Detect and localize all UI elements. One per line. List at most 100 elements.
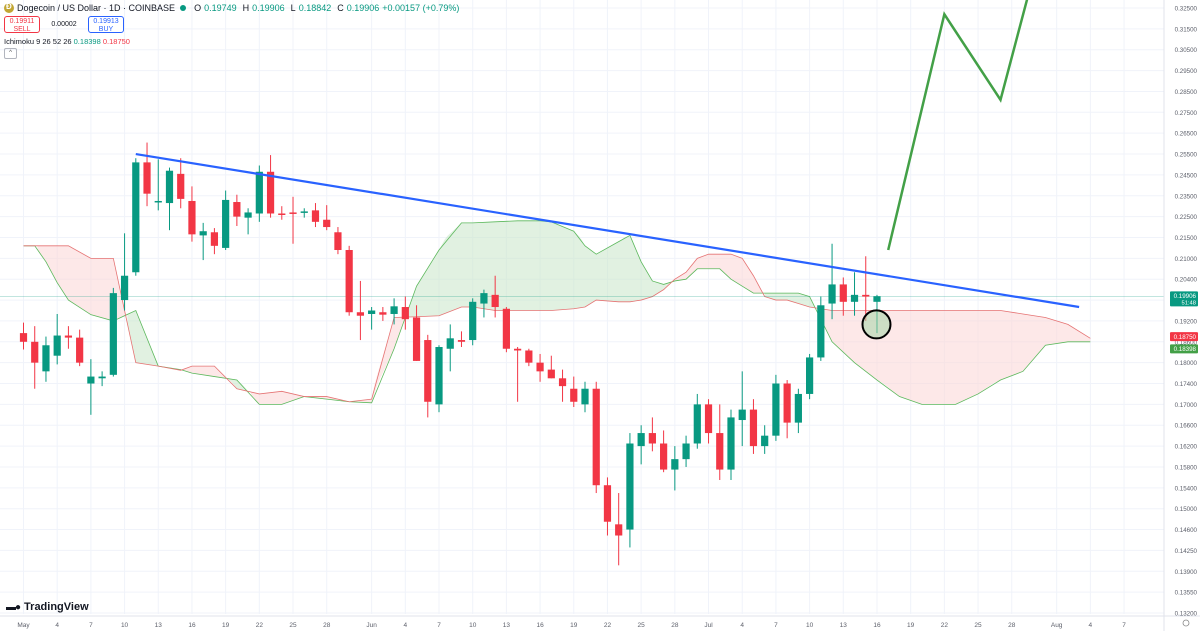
candle-body xyxy=(390,306,398,314)
time-tick-label: 25 xyxy=(638,622,646,629)
time-tick-label: 10 xyxy=(806,622,814,629)
high-value: 0.19906 xyxy=(252,3,285,13)
candlesticks xyxy=(19,142,881,566)
time-tick-label: 7 xyxy=(437,622,441,629)
price-tick-label: 0.13550 xyxy=(1175,590,1198,597)
candle-body xyxy=(53,335,61,356)
open-key: O xyxy=(194,3,202,13)
candle-body xyxy=(738,409,746,421)
candle-body xyxy=(873,296,881,302)
collapse-legend-button[interactable]: ^ xyxy=(4,48,17,59)
time-tick-label: 13 xyxy=(155,622,163,629)
change-value: +0.00157 (+0.79%) xyxy=(382,3,460,13)
candle-body xyxy=(502,308,510,349)
time-tick-label: 4 xyxy=(55,622,59,629)
price-tick-label: 0.15000 xyxy=(1175,506,1198,513)
candle-body xyxy=(42,345,50,372)
candle-body xyxy=(839,284,847,302)
price-tick-label: 0.18600 xyxy=(1175,339,1198,346)
candle-body xyxy=(828,284,836,304)
symbol-title[interactable]: Dogecoin / US Dollar · 1D · COINBASE xyxy=(17,3,176,13)
candle-body xyxy=(19,333,28,342)
buy-button[interactable]: 0.19913 BUY xyxy=(88,16,124,33)
indicator-name: Ichimoku 9 26 52 26 xyxy=(4,37,72,46)
price-tick-label: 0.16200 xyxy=(1175,444,1198,451)
candle-body xyxy=(368,310,376,314)
price-tick-label: 0.27500 xyxy=(1175,110,1198,117)
candle-body xyxy=(177,173,185,199)
price-tick-label: 0.28500 xyxy=(1175,89,1198,96)
candle-body xyxy=(772,383,780,436)
price-tick-label: 0.21000 xyxy=(1175,256,1198,263)
candle-body xyxy=(64,335,73,338)
close-key: C xyxy=(337,3,344,13)
candle-body xyxy=(615,524,623,536)
cloud-fill xyxy=(818,308,1091,405)
candle-body xyxy=(457,340,466,342)
time-tick-label: 10 xyxy=(469,622,477,629)
time-tick-label: 28 xyxy=(671,622,679,629)
price-tick-label: 0.24500 xyxy=(1175,172,1198,179)
buy-label: BUY xyxy=(98,26,114,33)
indicator-legend[interactable]: Ichimoku 9 26 52 26 0.18398 0.18750 xyxy=(4,37,130,46)
candle-body xyxy=(469,301,477,341)
chart-drawings xyxy=(135,0,1080,340)
time-tick-label: 28 xyxy=(323,622,331,629)
senkou-span-a xyxy=(23,220,1091,405)
price-tick-label: 0.23500 xyxy=(1175,193,1198,200)
candle-body xyxy=(761,435,769,447)
candle-body xyxy=(233,202,241,217)
price-tick-label: 0.31500 xyxy=(1175,26,1198,33)
price-tick-label: 0.25500 xyxy=(1175,152,1198,159)
time-axis: May 4 7 10 13 16 19 22 25 28 Jun 4 7 10 13 16 19 22 25 28 Ju… xyxy=(0,615,1200,629)
time-tick-label: 7 xyxy=(774,622,778,629)
candle-body xyxy=(806,357,814,394)
candle-body xyxy=(412,317,421,361)
projection-path xyxy=(886,0,1029,251)
candle-body xyxy=(31,341,39,363)
price-tick-label: 0.18000 xyxy=(1175,360,1198,367)
time-tick-label: 22 xyxy=(604,622,612,629)
price-tick-label: 0.13900 xyxy=(1175,569,1198,576)
candle-body xyxy=(794,393,802,423)
candle-body xyxy=(165,170,174,204)
candle-body xyxy=(480,293,488,304)
candle-body xyxy=(570,388,578,402)
price-tick-label: 0.17000 xyxy=(1175,402,1198,409)
time-tick-label: 7 xyxy=(89,622,93,629)
tradingview-logo-icon: ▬● xyxy=(6,601,21,613)
candle-body xyxy=(704,404,713,434)
price-tick-label: 0.19200 xyxy=(1175,318,1198,325)
cloud-fill xyxy=(351,317,406,403)
tradingview-logo-text: TradingView xyxy=(24,601,89,613)
tradingview-logo: ▬● TradingView xyxy=(6,601,89,613)
time-tick-label: 4 xyxy=(1089,622,1093,629)
price-axis-bg xyxy=(1164,0,1200,631)
price-tick-label: 0.32500 xyxy=(1175,6,1198,13)
time-tick-label: 16 xyxy=(536,622,544,629)
market-open-dot-icon xyxy=(180,5,187,11)
candle-body xyxy=(850,294,859,302)
buy-price: 0.19913 xyxy=(93,18,119,25)
candle-body xyxy=(693,404,701,444)
price-badge xyxy=(1170,344,1198,354)
price-tick-label: 0.16600 xyxy=(1175,423,1198,430)
candle-body xyxy=(323,219,331,228)
sell-label: SELL xyxy=(13,26,31,33)
candle-body xyxy=(547,369,555,379)
candle-body xyxy=(592,388,600,486)
time-tick-label: 13 xyxy=(503,622,511,629)
time-tick-label: 22 xyxy=(256,622,264,629)
candle-body xyxy=(424,340,432,402)
sell-button[interactable]: 0.19911 SELL xyxy=(4,16,40,33)
price-tick-label: 0.14600 xyxy=(1175,527,1198,534)
candle-body xyxy=(143,162,151,194)
candle-body xyxy=(536,362,544,372)
cloud-fill xyxy=(674,254,762,294)
cloud-fill xyxy=(764,293,816,308)
candle-body xyxy=(749,409,758,447)
candle-body xyxy=(671,459,679,470)
price-badge xyxy=(1170,332,1198,342)
price-tick-label: 0.13200 xyxy=(1175,611,1198,618)
